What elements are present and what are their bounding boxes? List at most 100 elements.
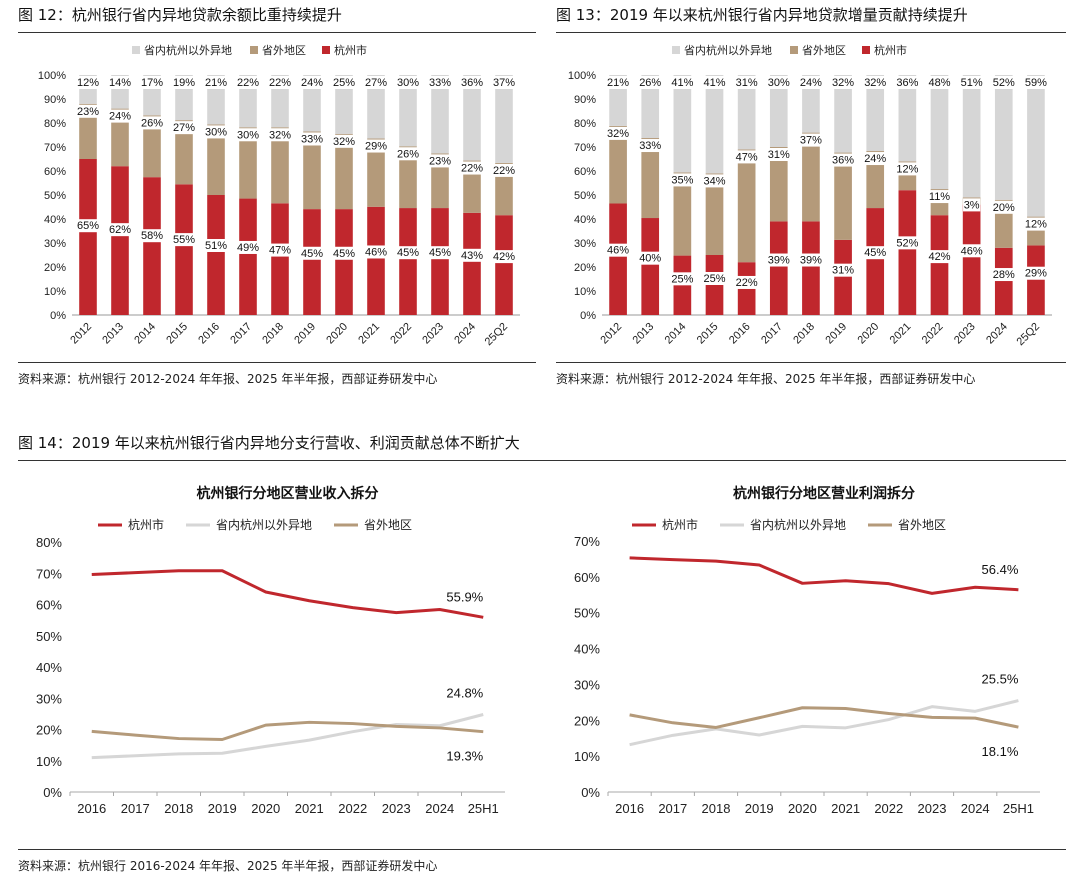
y-tick-label: 100% — [568, 70, 596, 82]
bar-segment — [834, 75, 852, 153]
data-label: 47% — [736, 151, 758, 163]
data-label-box — [332, 76, 356, 89]
y-tick-label: 60% — [574, 570, 600, 585]
x-tick-label: 2024 — [452, 321, 478, 347]
data-label: 45% — [429, 247, 451, 259]
legend-label: 省外地区 — [802, 44, 846, 57]
data-label: 36% — [461, 77, 483, 89]
data-label-box — [492, 250, 516, 264]
x-tick-label: 2019 — [292, 321, 318, 347]
data-label: 30% — [237, 129, 259, 141]
data-label: 11% — [929, 191, 950, 203]
data-label: 43% — [461, 250, 483, 262]
y-tick-label: 30% — [44, 238, 66, 250]
data-label-box — [863, 152, 888, 166]
bar-segment — [79, 159, 97, 315]
data-label-box — [799, 133, 823, 147]
data-label-box — [1024, 266, 1048, 280]
y-tick-label: 60% — [44, 166, 66, 178]
data-label-box — [1024, 76, 1048, 89]
data-label: 26% — [141, 117, 163, 129]
x-tick-label: 2017 — [759, 321, 785, 347]
data-label-box — [364, 76, 388, 89]
figure-13-top-rule — [556, 32, 1066, 33]
data-label: 45% — [397, 247, 419, 259]
bar-segment — [930, 215, 949, 315]
y-tick-label: 70% — [36, 566, 62, 581]
x-tick-label: 2014 — [132, 321, 158, 347]
bar-segment — [609, 125, 627, 204]
bar-segment — [866, 208, 885, 315]
data-label-box — [204, 125, 228, 139]
data-label-box — [991, 200, 1016, 214]
x-tick-label: 2021 — [356, 321, 382, 347]
legend-swatch — [322, 46, 330, 54]
data-label: 30% — [397, 77, 419, 89]
data-label: 24% — [864, 153, 886, 165]
figure-12-chart: 0% 10% 20% 30% 40% 50% 60% 70% 80% 90% 100% 65% 23% 1… — [38, 43, 520, 348]
data-label: 33% — [301, 133, 323, 145]
data-label-box — [734, 150, 759, 164]
data-label: 33% — [429, 77, 451, 89]
data-label-box — [638, 139, 663, 153]
data-label: 45% — [301, 248, 323, 260]
legend-label: 省内杭州以外异地 — [144, 43, 232, 57]
data-label-box — [172, 233, 196, 247]
bar-segment — [463, 75, 481, 161]
bar-segment — [802, 132, 820, 222]
figure-14-bottom-rule — [18, 849, 1066, 850]
data-label-box — [670, 272, 695, 286]
x-tick-label: 2016 — [77, 801, 106, 816]
data-label-box — [492, 76, 516, 89]
data-label: 3% — [964, 199, 980, 211]
y-tick-label: 50% — [574, 190, 596, 202]
series-line — [629, 699, 1019, 747]
x-tick-label: 25Q2 — [1015, 321, 1043, 349]
bar-segment — [769, 147, 788, 222]
x-tick-label: 2018 — [702, 801, 731, 816]
x-tick-label: 2015 — [695, 321, 721, 347]
data-label: 31% — [736, 77, 758, 89]
data-label: 23% — [429, 155, 451, 167]
data-label-box — [734, 275, 759, 289]
data-label-box — [364, 245, 388, 259]
bar-segment — [802, 75, 820, 133]
data-label-box — [364, 139, 388, 153]
data-label: 24% — [800, 77, 822, 89]
data-label-box — [702, 272, 727, 285]
x-tick-label: 2023 — [382, 801, 411, 816]
legend-swatch — [672, 46, 680, 54]
data-label: 62% — [109, 224, 131, 236]
y-tick-label: 0% — [43, 785, 62, 800]
bar-segment — [769, 221, 788, 315]
data-label-box — [396, 76, 420, 89]
y-tick-label: 40% — [574, 214, 596, 226]
series-line — [91, 569, 484, 619]
end-label: 18.1% — [982, 744, 1019, 759]
data-label-box — [863, 246, 888, 260]
data-label-box — [76, 104, 100, 118]
bar-segment — [207, 124, 225, 195]
x-tick-label: 2013 — [100, 321, 126, 347]
data-label-box — [606, 76, 630, 89]
y-tick-label: 20% — [574, 262, 596, 274]
data-label: 12% — [896, 163, 918, 175]
bar-segment — [303, 209, 321, 315]
data-label-box — [1024, 217, 1048, 231]
bar-segment — [705, 173, 724, 255]
data-label-box — [638, 251, 663, 265]
legend-label: 省外地区 — [364, 518, 412, 532]
bar-segment — [239, 127, 257, 199]
data-label: 51% — [205, 240, 227, 252]
data-label-box — [799, 76, 823, 89]
data-label: 59% — [1025, 77, 1047, 89]
x-tick-label: 2022 — [388, 321, 414, 347]
data-label-box — [108, 223, 132, 237]
data-label-box — [831, 153, 855, 167]
data-label-box — [172, 121, 196, 135]
data-label-box — [863, 76, 888, 89]
data-label: 39% — [768, 255, 790, 267]
bar-segment — [673, 75, 692, 173]
bar-segment — [335, 209, 353, 315]
data-label: 42% — [493, 251, 515, 263]
